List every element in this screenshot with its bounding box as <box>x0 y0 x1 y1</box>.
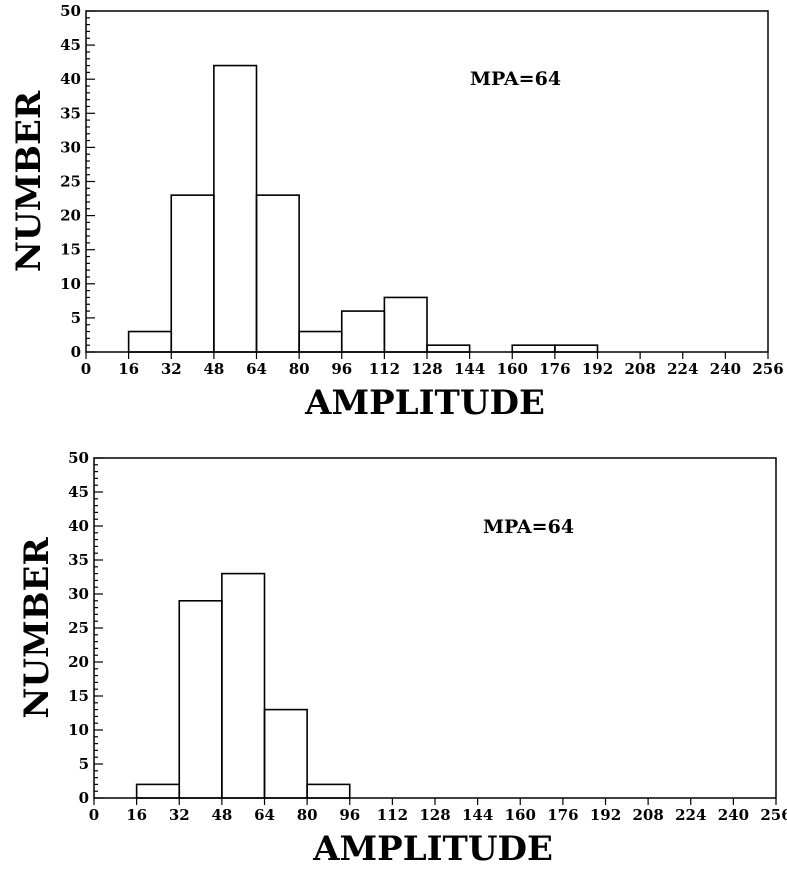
y-tick-label: 25 <box>60 173 81 191</box>
x-tick-label: 144 <box>462 806 493 824</box>
histogram-bottom: 0 5 10 15 20 25 30 35 40 45 50 0 16 32 48 64 80 96 112 128 1… <box>17 449 787 869</box>
x-tick-label: 112 <box>369 360 400 378</box>
x-tick-label: 176 <box>547 806 578 824</box>
x-tick-label: 160 <box>505 806 536 824</box>
histogram-bar <box>298 330 343 353</box>
y-tick-label: 50 <box>60 2 81 20</box>
y-tick-label: 50 <box>68 449 89 467</box>
mpa-annotation: MPA=64 <box>470 68 561 90</box>
histogram-bar <box>383 296 428 353</box>
y-tick-label: 30 <box>68 585 89 603</box>
y-tick-label: 25 <box>68 619 89 637</box>
x-tick-label: 240 <box>718 806 749 824</box>
x-tick-label: 112 <box>377 806 408 824</box>
x-tick-label: 48 <box>203 360 224 378</box>
histogram-bar <box>554 344 599 353</box>
x-tick-label: 208 <box>624 360 655 378</box>
plot-frame <box>93 457 777 799</box>
histogram-bar <box>178 599 223 799</box>
x-tick-label: 144 <box>454 360 485 378</box>
histogram-bar <box>511 344 556 353</box>
x-axis-title: AMPLITUDE <box>312 829 553 869</box>
x-tick-label: 96 <box>331 360 352 378</box>
y-tick-label: 30 <box>60 138 81 156</box>
x-tick-label: 128 <box>419 806 450 824</box>
x-tick-label: 0 <box>81 360 91 378</box>
x-tick-label: 64 <box>246 360 267 378</box>
y-axis-title: NUMBER <box>9 90 49 272</box>
x-tick-label: 80 <box>289 360 310 378</box>
histogram-bar <box>221 572 266 799</box>
histogram-bar <box>426 344 471 353</box>
y-tick-label: 45 <box>60 36 81 54</box>
histogram-bar <box>340 310 386 353</box>
x-tick-label: 176 <box>539 360 570 378</box>
x-tick-label: 0 <box>89 806 99 824</box>
x-tick-label: 16 <box>118 360 139 378</box>
y-tick-label: 15 <box>60 241 81 259</box>
y-axis-title: NUMBER <box>17 537 57 719</box>
x-tick-label: 64 <box>254 806 275 824</box>
x-tick-label: 96 <box>339 806 360 824</box>
y-tick-label: 35 <box>68 551 89 569</box>
y-tick-label: 45 <box>68 483 89 501</box>
histogram-bar <box>213 64 258 353</box>
histogram-bar <box>255 194 300 353</box>
histogram-bar <box>263 708 308 799</box>
x-tick-label: 240 <box>710 360 741 378</box>
y-tick-label: 5 <box>71 309 81 327</box>
x-tick-label: 192 <box>582 360 613 378</box>
y-tick-label: 0 <box>79 789 89 807</box>
histogram-top: 0 5 10 15 20 25 30 35 40 45 50 0 16 32 48 64 80 96 112 128 1… <box>9 2 784 423</box>
mpa-annotation: MPA=64 <box>483 516 574 538</box>
x-tick-label: 224 <box>675 806 706 824</box>
x-axis-title: AMPLITUDE <box>304 383 545 423</box>
x-tick-label: 256 <box>760 806 787 824</box>
x-tick-label: 16 <box>126 806 147 824</box>
x-tick-label: 160 <box>497 360 528 378</box>
y-tick-label: 35 <box>60 104 81 122</box>
y-tick-label: 10 <box>60 275 81 293</box>
x-tick-label: 128 <box>411 360 442 378</box>
y-tick-label: 20 <box>60 207 81 225</box>
y-tick-label: 10 <box>68 721 89 739</box>
histogram-bar <box>306 783 351 799</box>
x-tick-label: 80 <box>297 806 318 824</box>
y-tick-label: 0 <box>71 343 81 361</box>
x-tick-label: 32 <box>161 360 182 378</box>
x-tick-label: 208 <box>632 806 663 824</box>
y-tick-label: 15 <box>68 687 89 705</box>
x-tick-label: 224 <box>667 360 698 378</box>
histogram-bar <box>170 194 215 353</box>
y-tick-label: 40 <box>68 517 89 535</box>
x-tick-label: 192 <box>590 806 621 824</box>
y-tick-label: 20 <box>68 653 89 671</box>
x-tick-label: 256 <box>752 360 783 378</box>
histogram-bar <box>127 330 173 353</box>
y-tick-label: 5 <box>79 755 89 773</box>
histogram-bar <box>135 783 181 799</box>
y-tick-label: 40 <box>60 70 81 88</box>
x-tick-label: 48 <box>211 806 232 824</box>
x-tick-label: 32 <box>169 806 190 824</box>
